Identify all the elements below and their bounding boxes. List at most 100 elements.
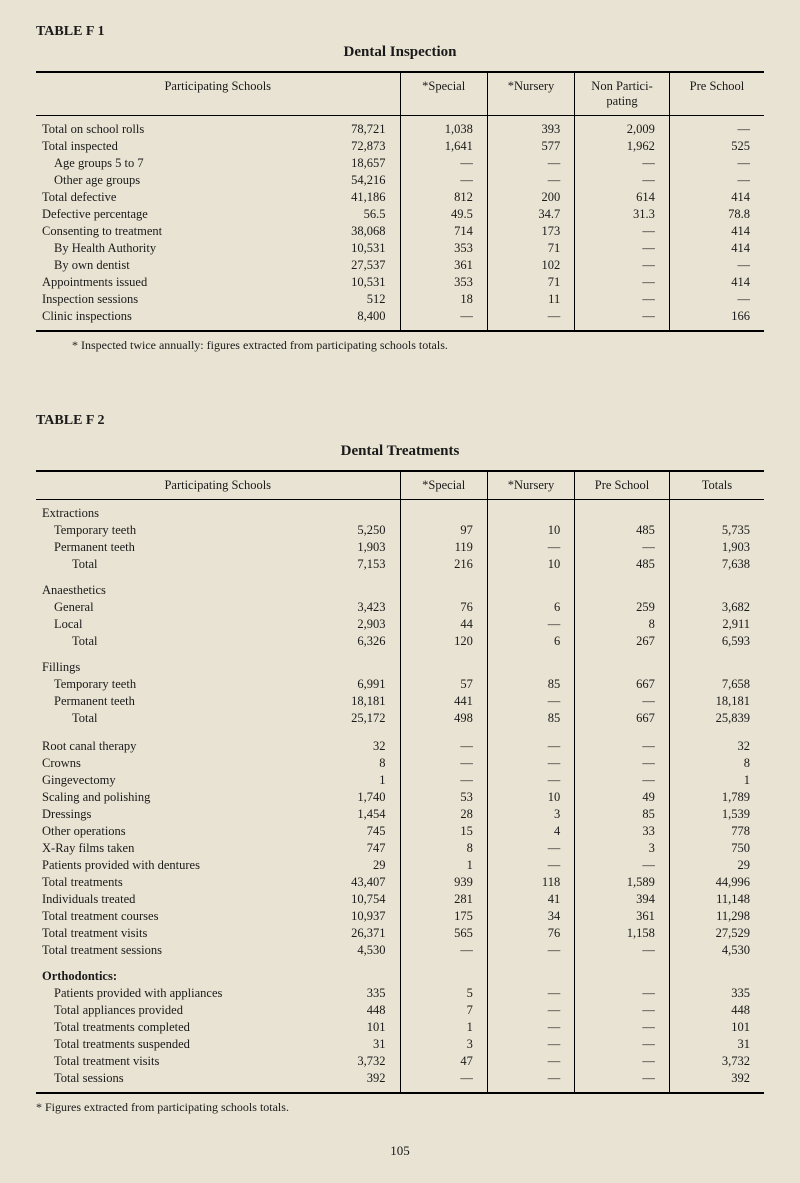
cell: 3,732 [313, 1053, 400, 1070]
cell: — [487, 985, 574, 1002]
table-row: Age groups 5 to 718,657———— [36, 155, 764, 172]
cell: 8 [575, 616, 670, 633]
table-row: Permanent teeth18,181441——18,181 [36, 693, 764, 710]
cell: 8 [669, 755, 764, 772]
cell: — [400, 1070, 487, 1093]
cell: 49 [575, 789, 670, 806]
cell: 361 [400, 257, 487, 274]
cell: — [575, 308, 670, 331]
row-label: By Health Authority [36, 240, 313, 257]
cell: 34.7 [487, 206, 574, 223]
cell: 392 [669, 1070, 764, 1093]
cell: 72,873 [313, 138, 400, 155]
col-nonpartic: Non Partici- pating [575, 72, 670, 116]
table-row: Total7,153216104857,638 [36, 556, 764, 573]
table1-body: Total on school rolls78,7211,0383932,009… [36, 116, 764, 332]
cell: 31 [313, 1036, 400, 1053]
cell: 102 [487, 257, 574, 274]
cell: 41 [487, 891, 574, 908]
cell: — [575, 857, 670, 874]
row-label: Appointments issued [36, 274, 313, 291]
col-participating: Participating Schools [36, 72, 400, 116]
cell: 4,530 [313, 942, 400, 959]
table1-label: TABLE F 1 [36, 24, 764, 40]
cell: 498 [400, 710, 487, 727]
cell [669, 650, 764, 676]
section-heading: Extractions [36, 500, 313, 523]
row-label: Total treatment sessions [36, 942, 313, 959]
cell: 3 [487, 806, 574, 823]
cell: 414 [669, 223, 764, 240]
cell: 85 [575, 806, 670, 823]
cell: 15 [400, 823, 487, 840]
cell: 6,593 [669, 633, 764, 650]
row-label: Other operations [36, 823, 313, 840]
table1-head: Participating Schools *Special *Nursery … [36, 72, 764, 116]
page-number: 105 [36, 1143, 764, 1159]
cell: 32 [669, 738, 764, 755]
cell: 200 [487, 189, 574, 206]
col-special: *Special [400, 72, 487, 116]
row-label: Other age groups [36, 172, 313, 189]
cell: 2,911 [669, 616, 764, 633]
cell: 361 [575, 908, 670, 925]
cell: 414 [669, 274, 764, 291]
table-row: Clinic inspections8,400———166 [36, 308, 764, 331]
row-label: Permanent teeth [36, 693, 313, 710]
cell [575, 727, 670, 738]
cell: 57 [400, 676, 487, 693]
cell: — [400, 172, 487, 189]
cell: 1,903 [313, 539, 400, 556]
table-row: Temporary teeth6,99157856677,658 [36, 676, 764, 693]
table2-label: TABLE F 2 [36, 413, 764, 429]
table-row: Dressings1,454283851,539 [36, 806, 764, 823]
cell: 5,735 [669, 522, 764, 539]
table-row: By own dentist27,537361102—— [36, 257, 764, 274]
cell: 485 [575, 556, 670, 573]
cell [313, 959, 400, 985]
cell [487, 500, 574, 523]
row-label: Total treatment courses [36, 908, 313, 925]
cell: 4 [487, 823, 574, 840]
cell: — [575, 172, 670, 189]
cell: 11 [487, 291, 574, 308]
cell: — [575, 291, 670, 308]
row-label: Local [36, 616, 313, 633]
cell: 10 [487, 522, 574, 539]
cell: 10,531 [313, 240, 400, 257]
row-label: Inspection sessions [36, 291, 313, 308]
cell: — [400, 755, 487, 772]
cell: 393 [487, 116, 574, 139]
cell: — [487, 539, 574, 556]
table-row: Total treatment sessions4,530———4,530 [36, 942, 764, 959]
cell: 8 [400, 840, 487, 857]
col-preschool: Pre School [669, 72, 764, 116]
cell: 54,216 [313, 172, 400, 189]
cell: 939 [400, 874, 487, 891]
section-heading-row: Orthodontics: [36, 959, 764, 985]
table2-head: Participating Schools *Special *Nursery … [36, 471, 764, 500]
cell: 18,657 [313, 155, 400, 172]
table-row: Total treatments43,4079391181,58944,996 [36, 874, 764, 891]
cell: 812 [400, 189, 487, 206]
table-row: Total on school rolls78,7211,0383932,009… [36, 116, 764, 139]
cell: — [575, 155, 670, 172]
cell: 11,148 [669, 891, 764, 908]
cell: 3,682 [669, 599, 764, 616]
cell: 76 [400, 599, 487, 616]
table-row: X-Ray films taken7478—3750 [36, 840, 764, 857]
cell: 216 [400, 556, 487, 573]
table-row: Root canal therapy32———32 [36, 738, 764, 755]
row-label: Total treatment visits [36, 925, 313, 942]
cell [669, 959, 764, 985]
cell: 5,250 [313, 522, 400, 539]
cell: 71 [487, 240, 574, 257]
row-label: Patients provided with dentures [36, 857, 313, 874]
cell [575, 573, 670, 599]
cell: 778 [669, 823, 764, 840]
cell: 118 [487, 874, 574, 891]
cell: 3 [575, 840, 670, 857]
cell [400, 650, 487, 676]
cell: — [400, 155, 487, 172]
cell: — [487, 693, 574, 710]
